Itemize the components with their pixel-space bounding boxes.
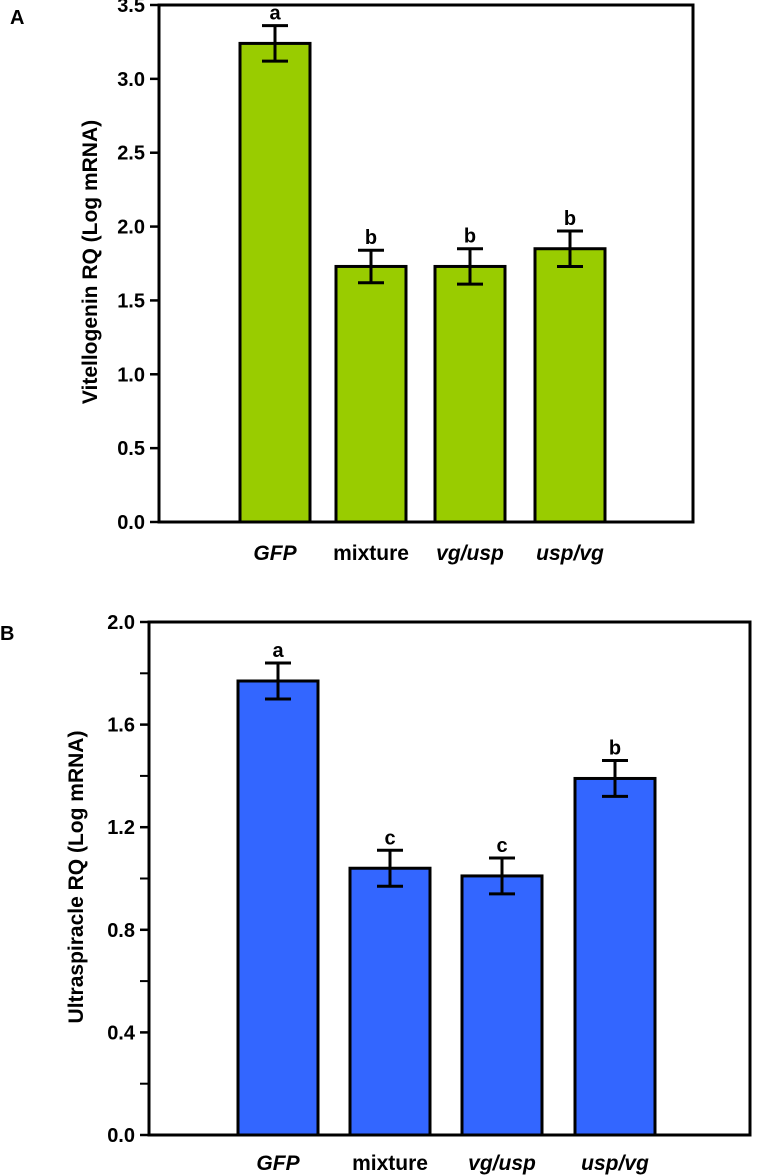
- panel-a-y-tick-label-7: 3.0: [117, 69, 145, 91]
- panel-a-significance-label-2: b: [365, 227, 377, 249]
- panel-b-error-bar-1: [265, 661, 291, 701]
- panel-b-bar-2: [348, 866, 432, 1137]
- panel-b-bar-1: [236, 679, 320, 1137]
- panel-a-x-tick-label-1: GFP: [253, 542, 297, 565]
- panel-b-x-tick-label-1: GFP: [256, 1152, 300, 1175]
- panel-a-y-tick-label-4: 1.5: [117, 290, 145, 312]
- panel-b-y-tick-label-3: 0.8: [107, 920, 135, 942]
- panel-b-plot-area: a GFP c mixture c vg/usp b usp/vg 0.0 0.4 0.8 1.2 1.…: [107, 612, 752, 1175]
- panel-b-x-tick-label-4: usp/vg: [581, 1152, 649, 1175]
- panel-b-y-tick-label-6: 2.0: [107, 612, 135, 634]
- panel-a-bar-2: [334, 264, 408, 524]
- panel-b-x-tick-label-2: mixture: [352, 1152, 428, 1175]
- panel-a-error-bar-1: [262, 24, 288, 63]
- panel-a-error-bar-2: [358, 248, 384, 285]
- panel-a-bar-4: [533, 247, 607, 524]
- panel-b-error-bar-4: [602, 759, 628, 798]
- panel-a-label: A: [10, 7, 24, 29]
- panel-a-plot-area: a GFP b mixture b vg/usp b usp/vg 0.0 0.5 1.0 1.5 2.…: [117, 0, 695, 565]
- panel-a-y-tick-label-2: 0.5: [117, 438, 145, 460]
- panel-a-chart: A a GFP b mixture b vg/usp b usp/vg 0.0 0.5 1.0 1.5…: [10, 0, 695, 565]
- panel-b-significance-label-3: c: [496, 835, 507, 857]
- panel-b-y-axis-title: Ultraspiracle RQ (Log mRNA): [65, 731, 88, 1024]
- panel-b-y-tick-label-1: 0.0: [107, 1125, 135, 1147]
- panel-a-y-tick-label-6: 2.5: [117, 143, 145, 165]
- panel-a-x-tick-label-2: mixture: [333, 542, 409, 565]
- panel-b-y-tick-label-4: 1.2: [107, 817, 135, 839]
- panel-a-x-tick-label-3: vg/usp: [436, 542, 504, 565]
- panel-a-y-tick-label-8: 3.5: [117, 0, 145, 17]
- panel-a-significance-label-1: a: [269, 3, 281, 25]
- panel-a-error-bar-4: [557, 229, 583, 268]
- panel-a-y-tick-label-5: 2.0: [117, 217, 145, 239]
- panel-a-bar-3: [433, 264, 507, 524]
- panel-a-y-tick-label-1: 0.0: [117, 512, 145, 534]
- panel-b-y-tick-label-2: 0.4: [107, 1022, 136, 1044]
- panel-a-significance-label-4: b: [564, 208, 576, 230]
- panel-b-label: B: [0, 623, 14, 645]
- panel-b-error-bar-2: [377, 848, 403, 888]
- panel-b-significance-label-1: a: [272, 640, 284, 662]
- panel-a-x-tick-label-4: usp/vg: [536, 542, 604, 565]
- panel-a-bar-1: [238, 41, 312, 524]
- panel-b-bar-3: [460, 874, 544, 1137]
- panel-b-significance-label-4: b: [609, 738, 621, 760]
- panel-b-chart: B a GFP c mixture c vg/usp b usp/vg 0.0 0.4 0.8 1.2…: [0, 612, 752, 1175]
- panel-a-y-axis-title: Vitellogenin RQ (Log mRNA): [79, 120, 102, 404]
- panel-a-error-bar-3: [457, 247, 483, 286]
- panel-a-y-tick-label-3: 1.0: [117, 364, 145, 386]
- panel-b-significance-label-2: c: [384, 827, 395, 849]
- panel-b-y-tick-label-5: 1.6: [107, 715, 135, 737]
- panel-b-bar-4: [573, 776, 657, 1137]
- panel-b-error-bar-3: [489, 856, 515, 896]
- panel-a-significance-label-3: b: [464, 226, 476, 248]
- panel-a-plot-frame: [157, 3, 695, 524]
- panel-b-x-tick-label-3: vg/usp: [468, 1152, 536, 1175]
